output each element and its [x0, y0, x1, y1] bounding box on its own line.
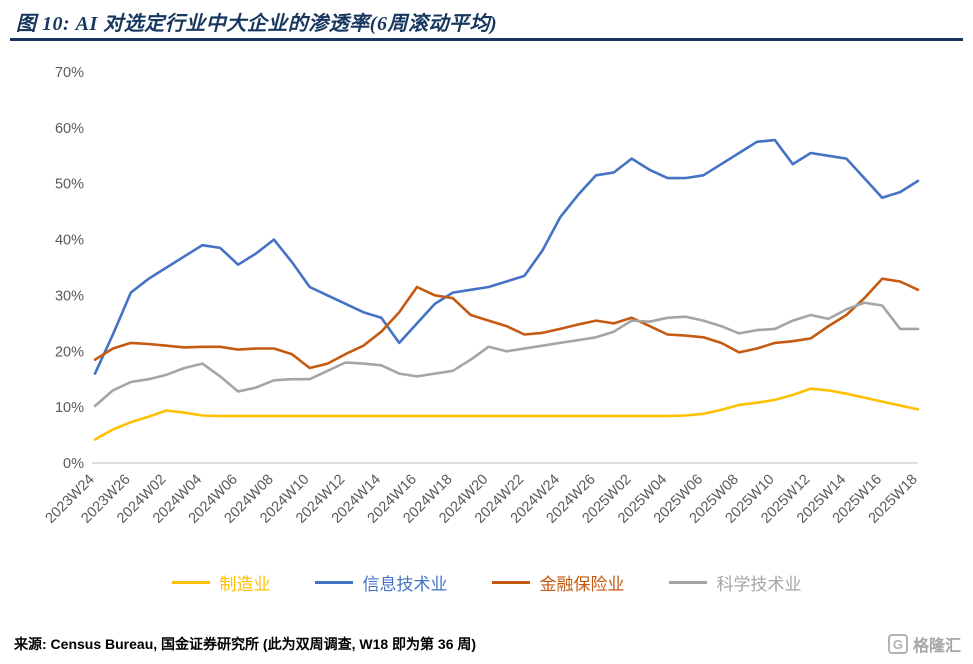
legend-swatch-information-technology	[314, 580, 353, 585]
y-axis-tick-label: 20%	[55, 344, 84, 360]
y-axis-tick-label: 70%	[55, 65, 84, 81]
legend-swatch-finance-insurance	[491, 580, 530, 585]
legend-item-information-technology: 信息技术业	[314, 570, 448, 595]
series-line-science-technology	[93, 301, 920, 408]
source-note: 来源: Census Bureau, 国金证券研究所 (此为双周调查, W18 …	[14, 636, 477, 652]
y-axis-tick-label: 10%	[55, 400, 84, 416]
gelonghui-logo: G 格隆汇	[887, 632, 961, 656]
y-axis-tick-label: 0%	[63, 456, 84, 472]
gelonghui-logo-text: 格隆汇	[912, 638, 961, 655]
y-axis-tick-label: 40%	[55, 233, 84, 249]
chart-area: 0% 10% 20% 30% 40% 50% 60% 70% 2023W24 2023W26 202…	[0, 40, 973, 545]
y-axis-tick-label: 30%	[55, 288, 84, 304]
legend-item-finance-insurance: 金融保险业	[491, 570, 625, 595]
legend-swatch-manufacturing	[171, 580, 210, 585]
legend-swatch-science-technology	[668, 580, 707, 585]
gelonghui-icon: G	[887, 634, 908, 654]
legend-label-information-technology: 信息技术业	[362, 575, 448, 594]
series-line-information-technology	[93, 138, 920, 375]
penetration-line-chart: 0%10%20%30%40%50%60%70%2023W242023W26202…	[43, 65, 921, 527]
y-axis-tick-label: 60%	[55, 121, 84, 137]
legend-label-science-technology: 科学技术业	[716, 575, 802, 594]
y-axis-tick-label: 50%	[55, 177, 84, 193]
legend-label-finance-insurance: 金融保险业	[539, 575, 625, 594]
legend-item-manufacturing: 制造业	[171, 570, 271, 595]
legend-label-manufacturing: 制造业	[219, 575, 271, 594]
series-line-finance-insurance	[93, 277, 920, 370]
page-title: 图 10: AI 对选定行业中大企业的渗透率(6周滚动平均)	[16, 13, 498, 35]
chart-legend: 制造业 信息技术业 金融保险业 科学技术业	[0, 570, 973, 595]
series-line-manufacturing	[93, 387, 920, 441]
legend-item-science-technology: 科学技术业	[668, 570, 802, 595]
title-rule	[10, 38, 963, 41]
